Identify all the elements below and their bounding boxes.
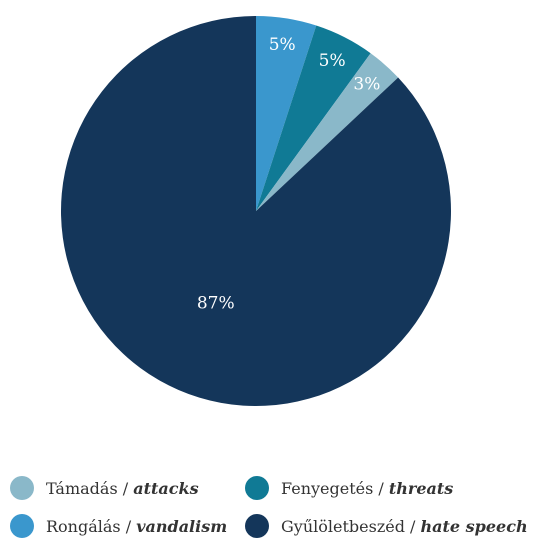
legend-item-threats: Fenyegetés / threats <box>245 476 453 500</box>
slice-label-hate-speech: 87% <box>197 294 235 314</box>
legend-label-hu: Fenyegetés / <box>281 478 384 498</box>
pie-slice-vandalism <box>256 16 317 211</box>
legend-swatch-threats <box>245 476 269 500</box>
legend-label-hu: Támadás / <box>46 478 129 498</box>
legend-label-hu: Gyűlöletbeszéd / <box>281 516 416 536</box>
legend-label-en: vandalism <box>136 516 228 536</box>
slice-label-threats: 5% <box>319 51 346 71</box>
pie-chart: 5% 5% 3% 87% <box>61 16 452 407</box>
legend-swatch-attacks <box>10 476 34 500</box>
legend-label-hu: Rongálás / <box>46 516 132 536</box>
pie-slice-threats <box>256 25 371 212</box>
pie-slice-hate-speech <box>61 16 452 407</box>
legend-item-hate-speech: Gyűlöletbeszéd / hate speech <box>245 514 528 538</box>
slice-label-vandalism: 5% <box>269 35 296 55</box>
legend-label-en: attacks <box>133 478 199 498</box>
legend-label-en: threats <box>388 478 454 498</box>
legend-item-attacks: Támadás / attacks <box>10 476 199 500</box>
legend: Támadás / attacks Fenyegetés / threats R… <box>10 476 544 543</box>
legend-swatch-vandalism <box>10 514 34 538</box>
slice-label-attacks: 3% <box>353 75 380 95</box>
legend-swatch-hate-speech <box>245 514 269 538</box>
legend-item-vandalism: Rongálás / vandalism <box>10 514 227 538</box>
pie-slice-attacks <box>256 53 399 212</box>
legend-label-en: hate speech <box>420 516 528 536</box>
